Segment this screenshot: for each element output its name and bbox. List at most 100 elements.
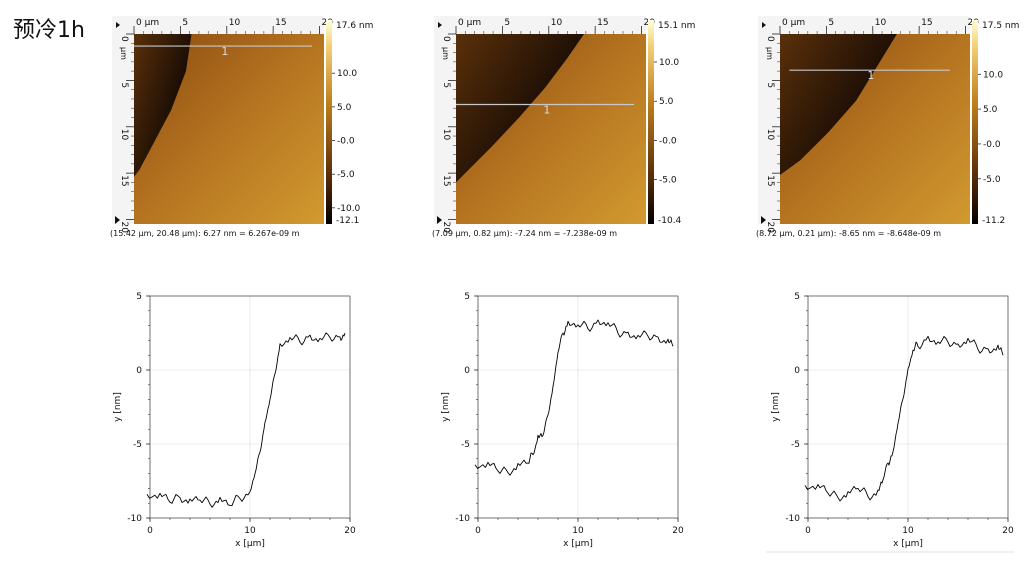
x-tick-label: 15 (275, 18, 286, 28)
y-tick-label: -5 (133, 440, 142, 450)
y-axis-label: y [nm] (441, 392, 451, 422)
cursor-readout-1: (15.42 μm, 20.48 μm): 6.27 nm = 6.267e-0… (110, 229, 300, 238)
y-tick-label: 20 (119, 222, 129, 234)
x-tick-label: 0 μm (136, 18, 159, 28)
y-tick-label: -10 (455, 514, 470, 524)
x-tick-label: 10 (551, 18, 563, 28)
y-tick-label: -5 (791, 440, 800, 450)
colorbar-tick-label: -0.0 (659, 136, 677, 146)
cursor-arrow-icon (116, 22, 120, 28)
y-tick-label: 10 (119, 129, 129, 141)
cursor-readout-2: (7.09 μm, 0.82 μm): -7.24 nm = -7.238e-0… (432, 229, 618, 238)
height-profile-plot-3: 0 10 20 -10 -5 0 5 x [μm] y [nm] (766, 292, 1014, 553)
x-tick-label: 20 (344, 526, 356, 536)
y-tick-label: 20 (765, 222, 775, 234)
x-tick-label: 5 (182, 18, 188, 28)
y-tick-label: 15 (765, 175, 775, 186)
lower-terrace (780, 34, 897, 224)
y-tick-label: 0 (794, 366, 800, 376)
y-axis-label: y [nm] (771, 392, 781, 422)
scan-line-label: 1 (543, 104, 550, 117)
colorbar-tick-label: -5.0 (337, 170, 355, 180)
colorbar (326, 20, 332, 224)
y-tick-label: 10 (765, 129, 775, 141)
x-tick-label: 10 (229, 18, 241, 28)
colorbar-max-label: 17.5 nm (982, 21, 1019, 31)
y-tick-label: 0 (119, 36, 129, 42)
cursor-arrow-icon (438, 22, 442, 28)
afm-image-3[interactable]: 0 μm510152005101520μm117.5 nm10.05.0-0.0… (756, 14, 1026, 233)
colorbar-tick-label: -10.0 (337, 204, 361, 214)
y-tick-label: 0 (765, 36, 775, 42)
page-title: 预冷1h (13, 18, 85, 43)
x-tick-label: 0 μm (458, 18, 481, 28)
x-tick-label: 20 (672, 526, 684, 536)
y-tick-label: 15 (119, 175, 129, 186)
colorbar-tick-label: 5.0 (337, 103, 352, 113)
colorbar (972, 20, 978, 224)
profile-series-line (804, 335, 1004, 502)
cursor-arrow-icon (437, 216, 442, 224)
cursor-arrow-icon (761, 216, 766, 224)
scan-line-label: 1 (221, 45, 228, 58)
lower-terrace (134, 34, 192, 224)
y-tick-label: 15 (441, 175, 451, 186)
afm-image-2[interactable]: 0 μm510152005101520μm115.1 nm10.05.0-0.0… (432, 14, 702, 233)
colorbar-tick-label: -0.0 (337, 137, 355, 147)
height-profile-plot-1: 0 10 20 -10 -5 0 5 x [μm] y [nm] (113, 292, 356, 549)
colorbar-max-label: 17.6 nm (336, 21, 373, 31)
y-tick-label: 5 (136, 292, 142, 302)
x-tick-label: 10 (244, 526, 256, 536)
x-tick-label: 0 (147, 526, 153, 536)
lower-terrace (456, 34, 585, 224)
colorbar-min-label: -11.2 (982, 216, 1005, 226)
afm-panel-1: 0 μm510152005101520μm117.6 nm10.05.0-0.0… (110, 14, 380, 244)
colorbar-tick-label: 10.0 (983, 70, 1003, 80)
x-tick-label: 5 (504, 18, 510, 28)
y-tick-label: 5 (794, 292, 800, 302)
profile-series-line (146, 332, 346, 508)
x-axis-label: x [μm] (235, 539, 265, 549)
cursor-arrow-icon (115, 216, 120, 224)
afm-panel-3: 0 μm510152005101520μm117.5 nm10.05.0-0.0… (756, 14, 1026, 244)
y-tick-label: 0 (441, 36, 451, 42)
x-tick-label: 0 μm (782, 18, 805, 28)
y-tick-label: 0 (464, 366, 470, 376)
colorbar (648, 20, 654, 224)
colorbar-tick-label: 5.0 (659, 97, 674, 107)
x-tick-label: 10 (572, 526, 584, 536)
colorbar-tick-label: 10.0 (337, 69, 357, 79)
cursor-arrow-icon (762, 22, 766, 28)
y-axis-label: y [nm] (113, 392, 123, 422)
y-tick-label: 5 (441, 82, 451, 88)
y-tick-label: -10 (785, 514, 800, 524)
y-tick-label: -10 (127, 514, 142, 524)
colorbar-max-label: 15.1 nm (658, 21, 695, 31)
profile-series-line (474, 319, 674, 476)
x-tick-label: 0 (475, 526, 481, 536)
colorbar-tick-label: -5.0 (659, 176, 677, 186)
scan-line-label: 1 (867, 69, 874, 82)
y-tick-label: 20 (441, 222, 451, 234)
x-tick-label: 10 (875, 18, 887, 28)
colorbar-tick-label: 10.0 (659, 58, 679, 68)
y-tick-label: -5 (461, 440, 470, 450)
colorbar-min-label: -12.1 (336, 216, 359, 226)
y-tick-label: 5 (464, 292, 470, 302)
colorbar-min-label: -10.4 (658, 216, 682, 226)
afm-image-1[interactable]: 0 μm510152005101520μm117.6 nm10.05.0-0.0… (110, 14, 380, 233)
afm-panel-2: 0 μm510152005101520μm115.1 nm10.05.0-0.0… (432, 14, 702, 244)
height-profile-plot-2: 0 10 20 -10 -5 0 5 x [μm] y [nm] (441, 292, 684, 549)
colorbar-tick-label: -0.0 (983, 140, 1001, 150)
x-axis-label: x [μm] (563, 539, 593, 549)
y-unit-label: μm (119, 47, 128, 60)
x-tick-label: 10 (902, 526, 914, 536)
y-tick-label: 0 (136, 366, 142, 376)
x-tick-label: 5 (828, 18, 834, 28)
colorbar-tick-label: -5.0 (983, 175, 1001, 185)
cursor-readout-3: (8.72 μm, 0.21 μm): -8.65 nm = -8.648e-0… (756, 229, 942, 238)
y-tick-label: 5 (765, 82, 775, 88)
x-tick-label: 0 (805, 526, 811, 536)
y-unit-label: μm (765, 47, 774, 60)
y-unit-label: μm (441, 47, 450, 60)
